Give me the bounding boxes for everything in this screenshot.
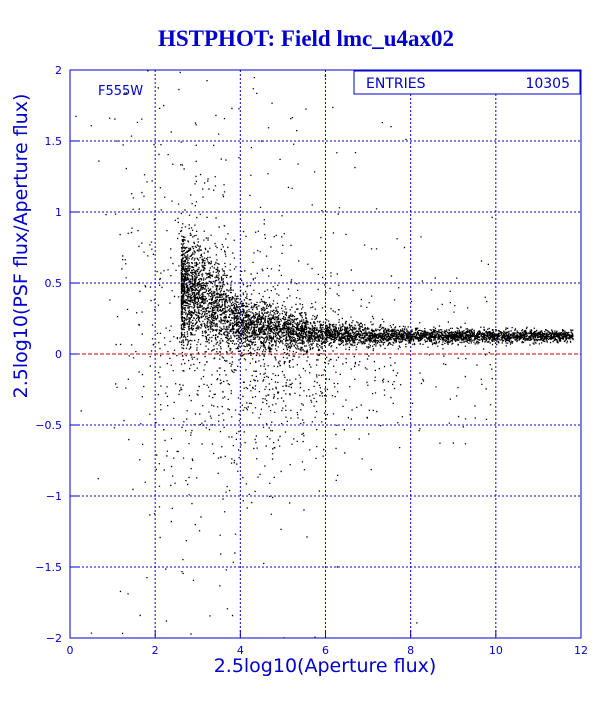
y-tick-labels: −2 −1.5 −1 −0.5 0 0.5 1 1.5 2	[35, 64, 78, 645]
filter-label: F555W	[98, 84, 143, 99]
y-tick-label: 0	[55, 348, 62, 361]
y-tick-label: 1	[55, 206, 62, 219]
y-tick-label: −1	[46, 490, 62, 503]
x-tick-label: 12	[574, 644, 588, 657]
y-tick-label: 2	[55, 64, 62, 77]
grid-lines	[70, 70, 581, 638]
chart-title: HSTPHOT: Field lmc_u4ax02	[158, 26, 454, 51]
x-tick-label: 8	[407, 644, 414, 657]
y-tick-label: 0.5	[45, 277, 63, 290]
stats-box-frame	[353, 70, 581, 95]
y-tick-label: −0.5	[35, 419, 62, 432]
stats-box: ENTRIES 10305	[353, 70, 581, 95]
x-tick-label: 6	[322, 644, 329, 657]
x-tick-label: 10	[489, 644, 503, 657]
x-tick-label: 4	[237, 644, 244, 657]
y-tick-label: −2	[46, 632, 62, 645]
x-tick-labels: 0 2 4 6 8 10 12	[67, 630, 588, 657]
y-tick-label: −1.5	[35, 561, 62, 574]
x-tick-label: 0	[67, 644, 74, 657]
x-axis-label: 2.5log10(Aperture flux)	[214, 655, 437, 677]
stats-entries-value: 10305	[525, 76, 570, 92]
stats-entries-label: ENTRIES	[366, 76, 426, 92]
x-tick-label: 2	[152, 644, 159, 657]
y-tick-label: 1.5	[45, 135, 63, 148]
y-axis-label: 2.5log10(PSF flux/Aperture flux)	[10, 94, 32, 399]
